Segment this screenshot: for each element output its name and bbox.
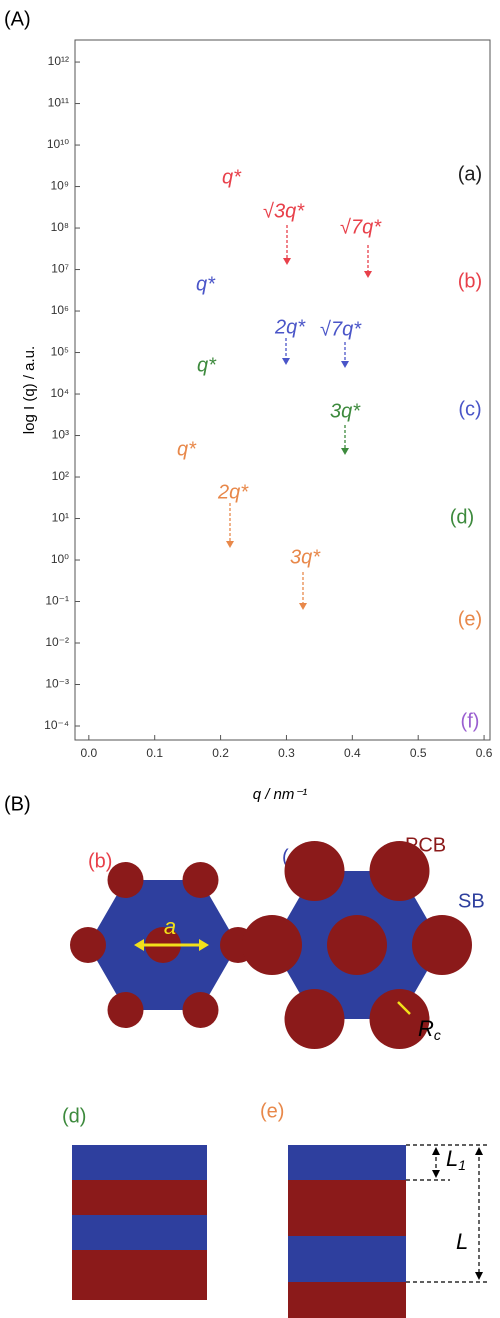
layer-label: L1 [446, 1146, 466, 1173]
panel-label: (B) [4, 793, 31, 815]
arrow-head [432, 1147, 440, 1155]
y-tick-label: 10⁴ [50, 386, 69, 400]
peak-label: q* [177, 438, 197, 460]
dimension-lines [406, 1144, 490, 1283]
matrix-label: SB [458, 890, 485, 912]
y-tick-label: 10¹ [52, 511, 69, 525]
arrow-head [283, 258, 291, 265]
panel-b: (B) (b) (c) PCB SB a Rc (d) (e) [4, 793, 490, 1318]
panel-label: (A) [4, 8, 31, 30]
peak-label: 3q* [290, 546, 321, 568]
arrow-head [364, 271, 372, 278]
lamellae [72, 1145, 207, 1300]
y-tick-label: 10⁰ [51, 552, 69, 566]
curve-label: (d) [450, 506, 474, 528]
peak-label: q* [222, 166, 242, 188]
x-tick-label: 0.4 [344, 746, 361, 760]
arrow-head [226, 541, 234, 548]
subscript: 1 [458, 1157, 466, 1173]
arrow-head [341, 448, 349, 455]
diagram-label: (d) [62, 1105, 86, 1127]
y-axis-label: log I (q) / a.u. [21, 346, 38, 434]
x-tick-label: 0.6 [476, 746, 493, 760]
peak-label: √7q* [340, 216, 382, 238]
y-tick-label: 10³ [52, 428, 69, 442]
arrow-head [432, 1170, 440, 1178]
peak-label: 2q* [274, 316, 306, 338]
y-tick-label: 10¹² [48, 54, 69, 68]
y-tick-label: 10⁻³ [45, 677, 69, 691]
radius-label: Rc [418, 1016, 441, 1043]
arrow-head [299, 603, 307, 610]
curve-label: (c) [458, 398, 481, 420]
cores [70, 862, 256, 1028]
arrow-head [199, 939, 209, 951]
curve-label: (b) [458, 270, 482, 292]
x-tick-label: 0.5 [410, 746, 427, 760]
peak-label: q* [196, 273, 216, 295]
symbol: L [446, 1146, 458, 1171]
period-label: L [456, 1229, 468, 1254]
cores [242, 841, 472, 1049]
diagram-label: (b) [88, 850, 112, 872]
x-axis-label: q / nm⁻¹ [253, 786, 308, 803]
arrow-head [134, 939, 144, 951]
y-tick-label: 10⁻⁴ [44, 718, 69, 732]
curve-label: (f) [461, 710, 480, 732]
y-tick-label: 10² [52, 469, 69, 483]
subscript: c [434, 1027, 441, 1043]
peak-label: 2q* [217, 481, 249, 503]
arrow-head [341, 361, 349, 368]
arrow-head [475, 1147, 483, 1155]
arrow-head [282, 358, 290, 365]
symbol: R [418, 1016, 434, 1041]
arrow-head [475, 1272, 483, 1280]
curve-label: (e) [458, 608, 482, 630]
arrow [397, 1001, 411, 1015]
peak-label: √3q* [263, 200, 305, 222]
y-tick-label: 10¹¹ [48, 96, 69, 110]
spacing-label: a [164, 914, 176, 939]
x-tick-label: 0.1 [146, 746, 163, 760]
curve-label: (a) [458, 163, 482, 185]
y-tick-label: 10⁻¹ [45, 594, 69, 608]
plot-frame [74, 39, 491, 741]
y-tick-label: 10¹⁰ [47, 137, 69, 151]
y-tick-label: 10⁹ [51, 179, 70, 193]
y-tick-label: 10⁵ [51, 345, 69, 359]
x-tick-label: 0.3 [278, 746, 295, 760]
diagram-label: (e) [260, 1100, 284, 1122]
y-tick-label: 10⁷ [51, 262, 69, 276]
peak-label: q* [197, 354, 217, 376]
y-tick-label: 10⁸ [51, 220, 69, 234]
peak-label: √7q* [320, 318, 362, 340]
peak-label: 3q* [330, 400, 361, 422]
lamellae [288, 1145, 406, 1318]
x-tick-label: 0.2 [212, 746, 229, 760]
y-tick-label: 10⁻² [45, 635, 69, 649]
x-tick-label: 0.0 [80, 746, 97, 760]
y-tick-label: 10⁶ [51, 303, 69, 317]
